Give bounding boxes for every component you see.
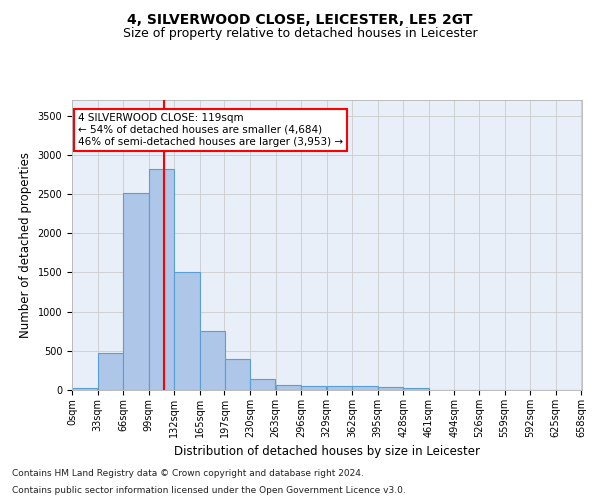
Text: Contains public sector information licensed under the Open Government Licence v3: Contains public sector information licen… [12, 486, 406, 495]
Text: Contains HM Land Registry data © Crown copyright and database right 2024.: Contains HM Land Registry data © Crown c… [12, 468, 364, 477]
Text: 4, SILVERWOOD CLOSE, LEICESTER, LE5 2GT: 4, SILVERWOOD CLOSE, LEICESTER, LE5 2GT [127, 12, 473, 26]
Text: 4 SILVERWOOD CLOSE: 119sqm
← 54% of detached houses are smaller (4,684)
46% of s: 4 SILVERWOOD CLOSE: 119sqm ← 54% of deta… [78, 114, 343, 146]
Bar [250, 379, 275, 390]
Bar [224, 360, 250, 390]
X-axis label: Distribution of detached houses by size in Leicester: Distribution of detached houses by size … [174, 446, 480, 458]
Bar [301, 386, 326, 390]
Bar [352, 386, 377, 390]
Bar [174, 272, 200, 390]
Bar [123, 194, 149, 390]
Bar [72, 388, 97, 390]
Bar [98, 353, 123, 390]
Y-axis label: Number of detached properties: Number of detached properties [19, 152, 32, 338]
Bar [275, 384, 301, 390]
Bar [200, 331, 225, 390]
Text: Size of property relative to detached houses in Leicester: Size of property relative to detached ho… [122, 28, 478, 40]
Bar [327, 386, 352, 390]
Bar [149, 170, 174, 390]
Bar [378, 388, 403, 390]
Bar [403, 388, 428, 390]
